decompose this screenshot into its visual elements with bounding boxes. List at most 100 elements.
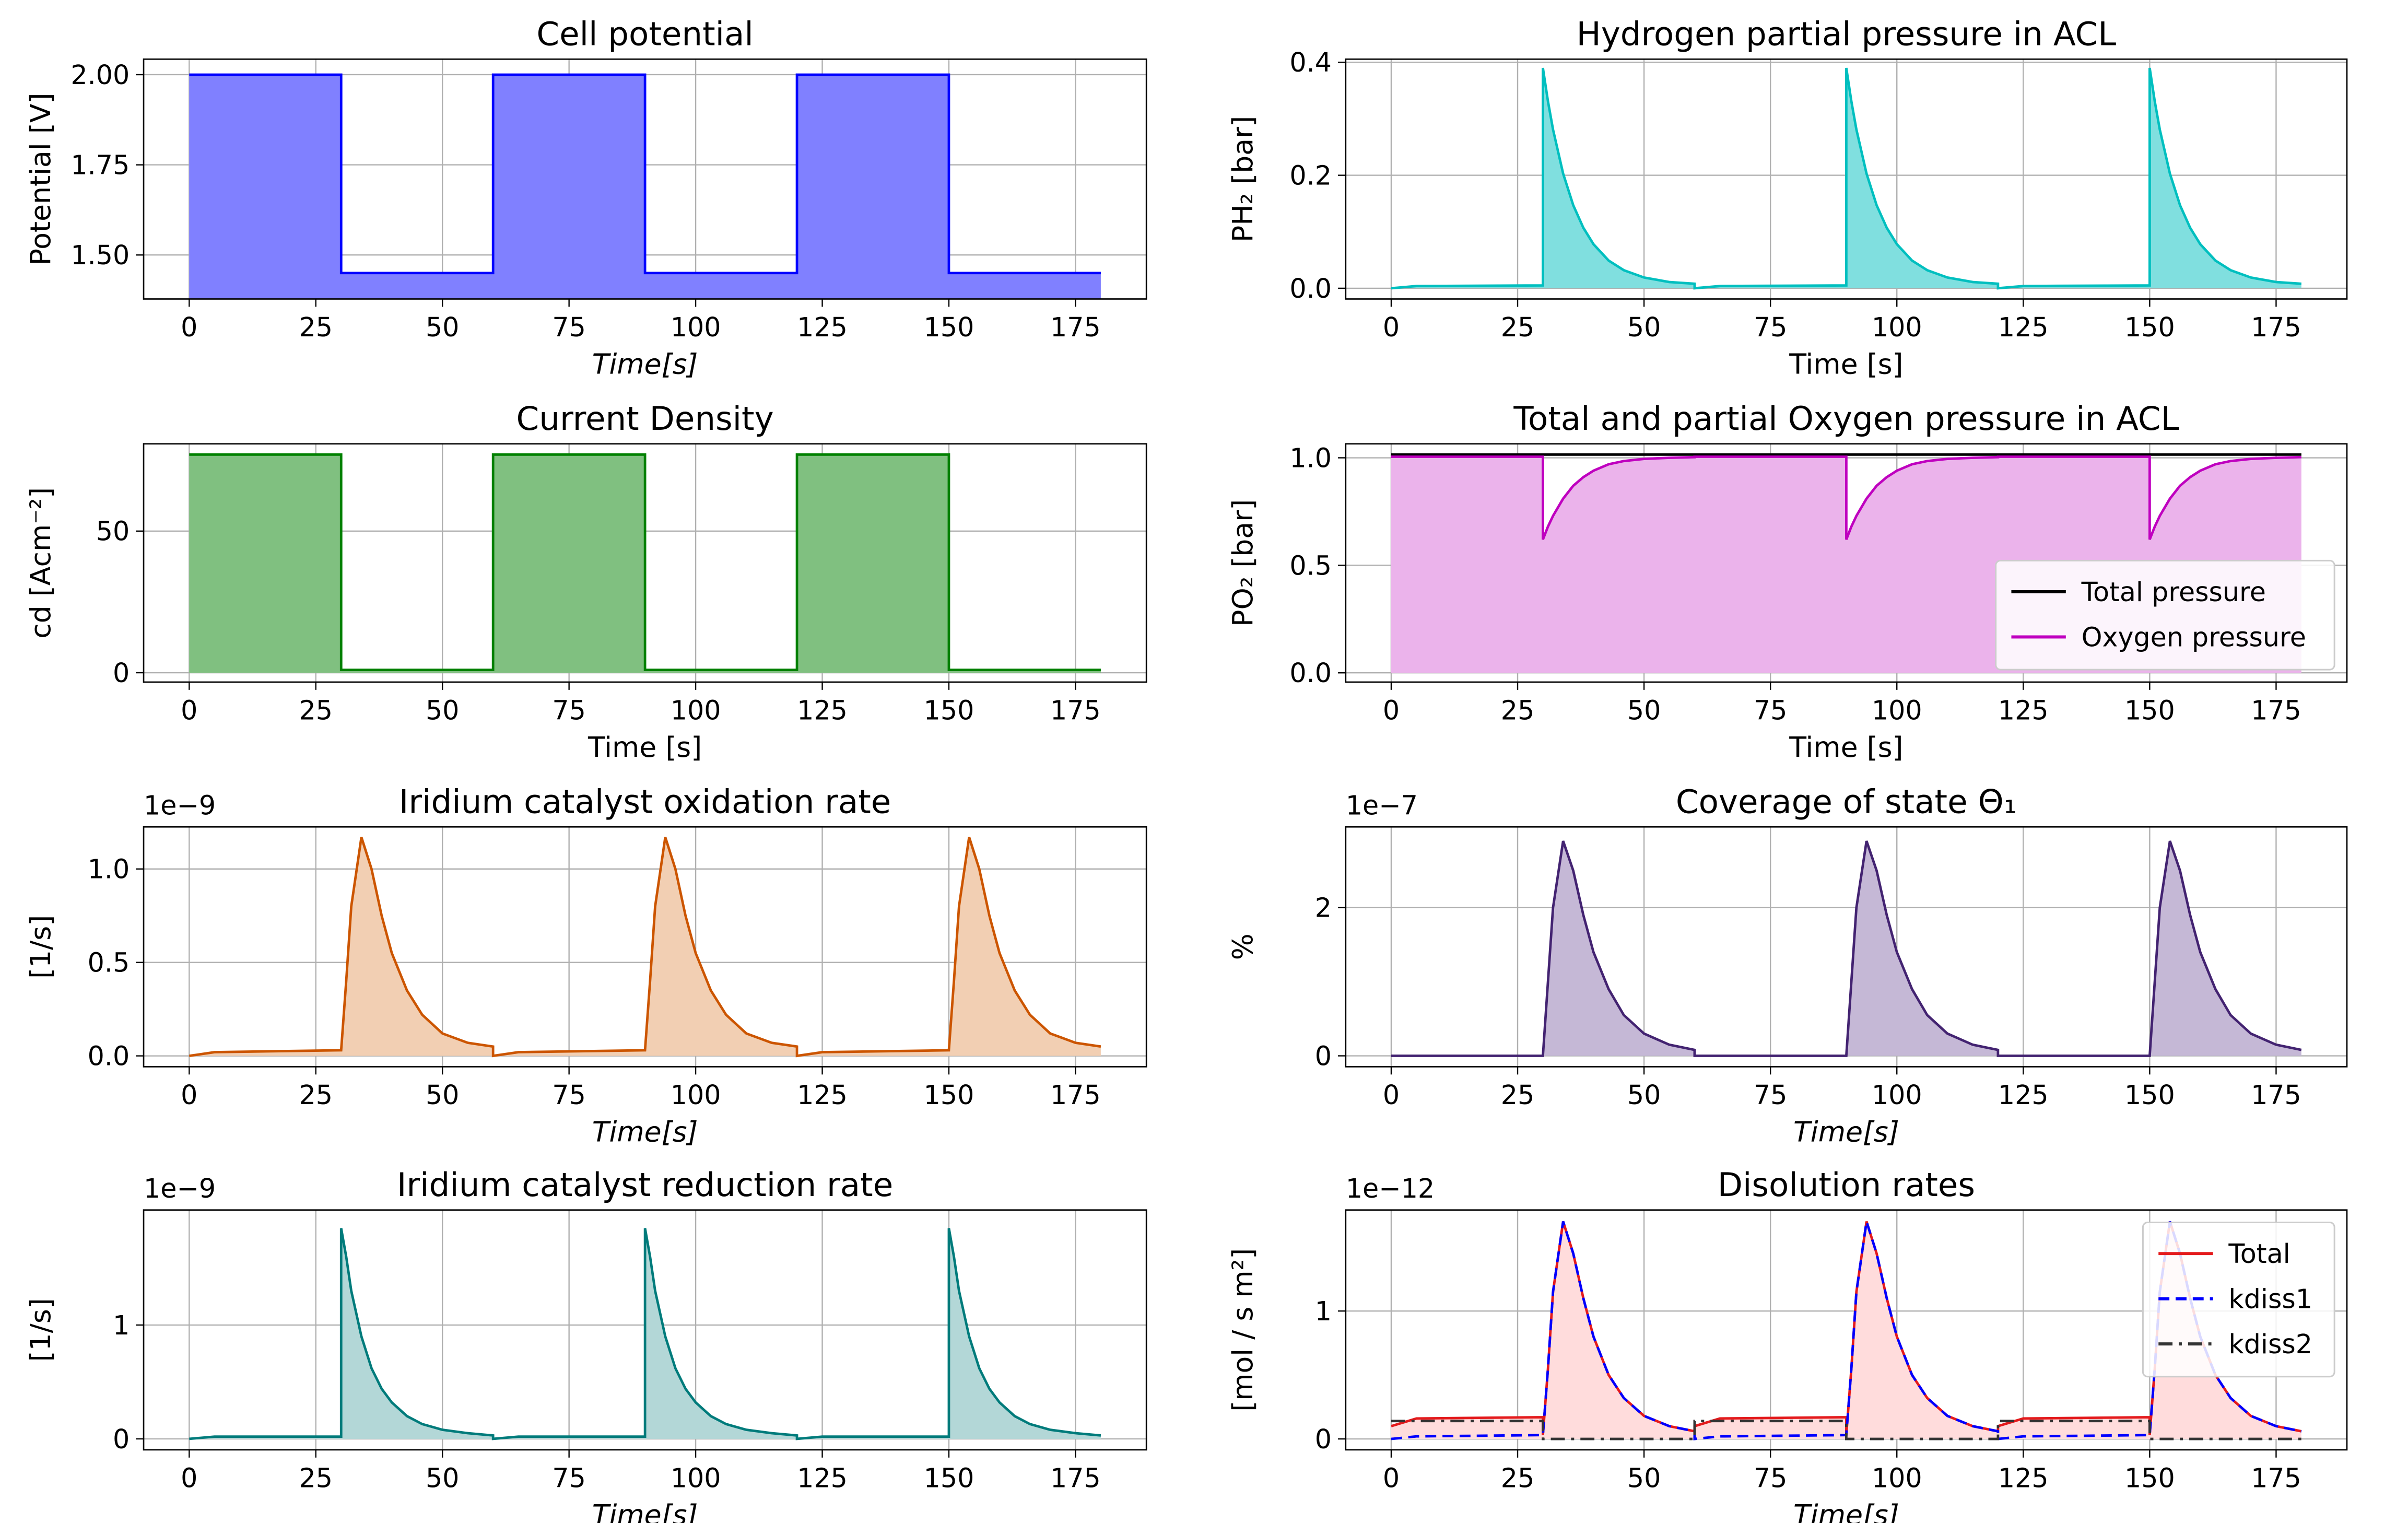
subplot: 0 25 50 75 100 125 150 175 0 1 Disolution rates Tim… bbox=[1226, 1166, 2348, 1523]
y-tick-label: 2.00 bbox=[71, 60, 130, 90]
area-fill bbox=[1391, 1221, 2301, 1439]
x-tick-label: 175 bbox=[1050, 1080, 1101, 1110]
subplot: 0 25 50 75 100 125 150 175 0 2 Coverage of state Θ… bbox=[1226, 782, 2348, 1149]
subplot: 0 25 50 75 100 125 150 175 0 50 Current Density Tim… bbox=[24, 400, 1147, 764]
y-axis-label: cd [Acm⁻²] bbox=[24, 487, 57, 639]
line-series bbox=[189, 453, 1101, 672]
legend-label: kdiss1 bbox=[2228, 1284, 2312, 1315]
axes-frame bbox=[143, 1209, 1147, 1451]
x-tick-label: 175 bbox=[1050, 695, 1101, 725]
x-tick-label: 125 bbox=[797, 312, 848, 343]
x-axis-label: Time[s] bbox=[592, 1498, 698, 1523]
y-tick-label: 0.0 bbox=[88, 1041, 130, 1072]
y-tick-label: 1.75 bbox=[71, 149, 130, 180]
y-axis-label: [1/s] bbox=[24, 915, 57, 979]
x-tick-label: 75 bbox=[1754, 312, 1787, 343]
x-tick-label: 50 bbox=[426, 1462, 459, 1493]
x-tick-label: 75 bbox=[552, 1080, 585, 1110]
x-tick-label: 125 bbox=[797, 1080, 848, 1110]
plot-area bbox=[1391, 67, 2301, 290]
line-series bbox=[189, 1228, 1101, 1440]
x-tick-label: 0 bbox=[181, 312, 197, 343]
line-series bbox=[189, 837, 1101, 1058]
x-tick-label: 150 bbox=[2124, 1080, 2175, 1110]
subplot-title: Total and partial Oxygen pressure in ACL bbox=[1513, 400, 2179, 438]
axes-frame bbox=[1345, 443, 2348, 683]
x-tick-label: 150 bbox=[2124, 312, 2175, 343]
x-tick-label: 175 bbox=[2251, 1080, 2301, 1110]
subplot: 0 25 50 75 100 125 150 175 0.0 0.5 1.0 Iridium cata… bbox=[24, 782, 1147, 1149]
y-tick-label: 50 bbox=[96, 516, 130, 547]
x-tick-label: 0 bbox=[1383, 695, 1400, 725]
x-tick-label: 125 bbox=[1998, 695, 2049, 725]
x-tick-label: 0 bbox=[181, 695, 197, 725]
y-tick-label: 1 bbox=[113, 1310, 130, 1341]
line-series bbox=[1391, 455, 2301, 540]
plot-area bbox=[1391, 840, 2302, 1057]
axes-frame bbox=[1345, 826, 2348, 1068]
plot-area bbox=[189, 1228, 1101, 1440]
x-tick-label: 75 bbox=[552, 1462, 585, 1493]
line-series bbox=[1391, 1420, 2301, 1440]
x-axis-label: Time [s] bbox=[1789, 348, 1903, 381]
subplot-title: Current Density bbox=[516, 400, 774, 438]
x-axis-label: Time [s] bbox=[1789, 731, 1903, 764]
y-axis-label: % bbox=[1226, 933, 1259, 960]
y-tick-label: 0.5 bbox=[88, 947, 130, 978]
legend-label: kdiss2 bbox=[2228, 1329, 2312, 1360]
area-fill bbox=[189, 837, 1101, 1056]
area-fill bbox=[1391, 841, 2301, 1056]
x-tick-label: 150 bbox=[2124, 1462, 2175, 1493]
x-tick-label: 100 bbox=[671, 1080, 721, 1110]
y-tick-label: 0 bbox=[1315, 1040, 1332, 1071]
y-axis-label: [1/s] bbox=[24, 1298, 57, 1362]
axes-frame bbox=[143, 443, 1147, 683]
legend-label: Total bbox=[2228, 1238, 2290, 1269]
x-tick-label: 0 bbox=[181, 1462, 197, 1493]
x-tick-label: 25 bbox=[1501, 1080, 1534, 1110]
axes-frame bbox=[143, 826, 1147, 1068]
subplot: 0 25 50 75 100 125 150 175 1.50 1.75 2.00 Cell pote… bbox=[24, 15, 1147, 381]
plot-area bbox=[189, 453, 1101, 673]
x-tick-label: 75 bbox=[1754, 1462, 1787, 1493]
x-tick-label: 125 bbox=[1998, 1462, 2049, 1493]
x-tick-label: 25 bbox=[299, 695, 333, 725]
subplot: 0 25 50 75 100 125 150 175 0 1 Iridium catalyst re… bbox=[24, 1166, 1147, 1523]
x-tick-label: 125 bbox=[797, 695, 848, 725]
subplot: 0 25 50 75 100 125 150 175 0.0 0.5 1.0 Total and pa… bbox=[1226, 400, 2348, 764]
legend-box bbox=[2142, 1222, 2335, 1378]
y-tick-label: 1.0 bbox=[88, 854, 130, 885]
plot-area bbox=[189, 837, 1101, 1058]
y-tick-label: 0 bbox=[113, 1424, 130, 1455]
legend-box bbox=[1995, 559, 2335, 671]
x-tick-label: 125 bbox=[1998, 312, 2049, 343]
subplot: 0 25 50 75 100 125 150 175 0.0 0.2 0.4 Hydrogen par… bbox=[1226, 15, 2348, 381]
legend-label: Total pressure bbox=[2081, 577, 2266, 607]
y-tick-label: 1.0 bbox=[1289, 442, 1332, 473]
axes-frame bbox=[1345, 1209, 2348, 1451]
x-tick-label: 100 bbox=[1872, 1080, 1922, 1110]
x-tick-label: 175 bbox=[1050, 1462, 1101, 1493]
subplot-title: Iridium catalyst reduction rate bbox=[397, 1166, 893, 1204]
line-series bbox=[1391, 840, 2302, 1057]
x-tick-label: 100 bbox=[671, 312, 721, 343]
x-tick-label: 100 bbox=[1872, 695, 1922, 725]
subplot-title: Disolution rates bbox=[1718, 1166, 1975, 1204]
x-tick-label: 75 bbox=[552, 312, 585, 343]
x-tick-label: 25 bbox=[299, 1462, 333, 1493]
y-tick-label: 2 bbox=[1315, 893, 1332, 923]
plot-area bbox=[189, 73, 1101, 299]
x-axis-label: Time[s] bbox=[592, 348, 698, 381]
y-tick-label: 1.50 bbox=[71, 240, 130, 271]
line-series bbox=[1391, 67, 2301, 290]
x-tick-label: 175 bbox=[2251, 312, 2301, 343]
offset-text: 1e−12 bbox=[1346, 1173, 1435, 1204]
y-axis-label: Potential [V] bbox=[24, 93, 57, 266]
x-tick-label: 75 bbox=[552, 695, 585, 725]
x-tick-label: 0 bbox=[1383, 1080, 1400, 1110]
y-axis-label: PH₂ [bar] bbox=[1226, 116, 1259, 242]
line-series bbox=[1391, 1221, 2302, 1440]
x-tick-label: 0 bbox=[1383, 1462, 1400, 1493]
x-tick-label: 125 bbox=[1998, 1080, 2049, 1110]
x-tick-label: 25 bbox=[1501, 695, 1534, 725]
